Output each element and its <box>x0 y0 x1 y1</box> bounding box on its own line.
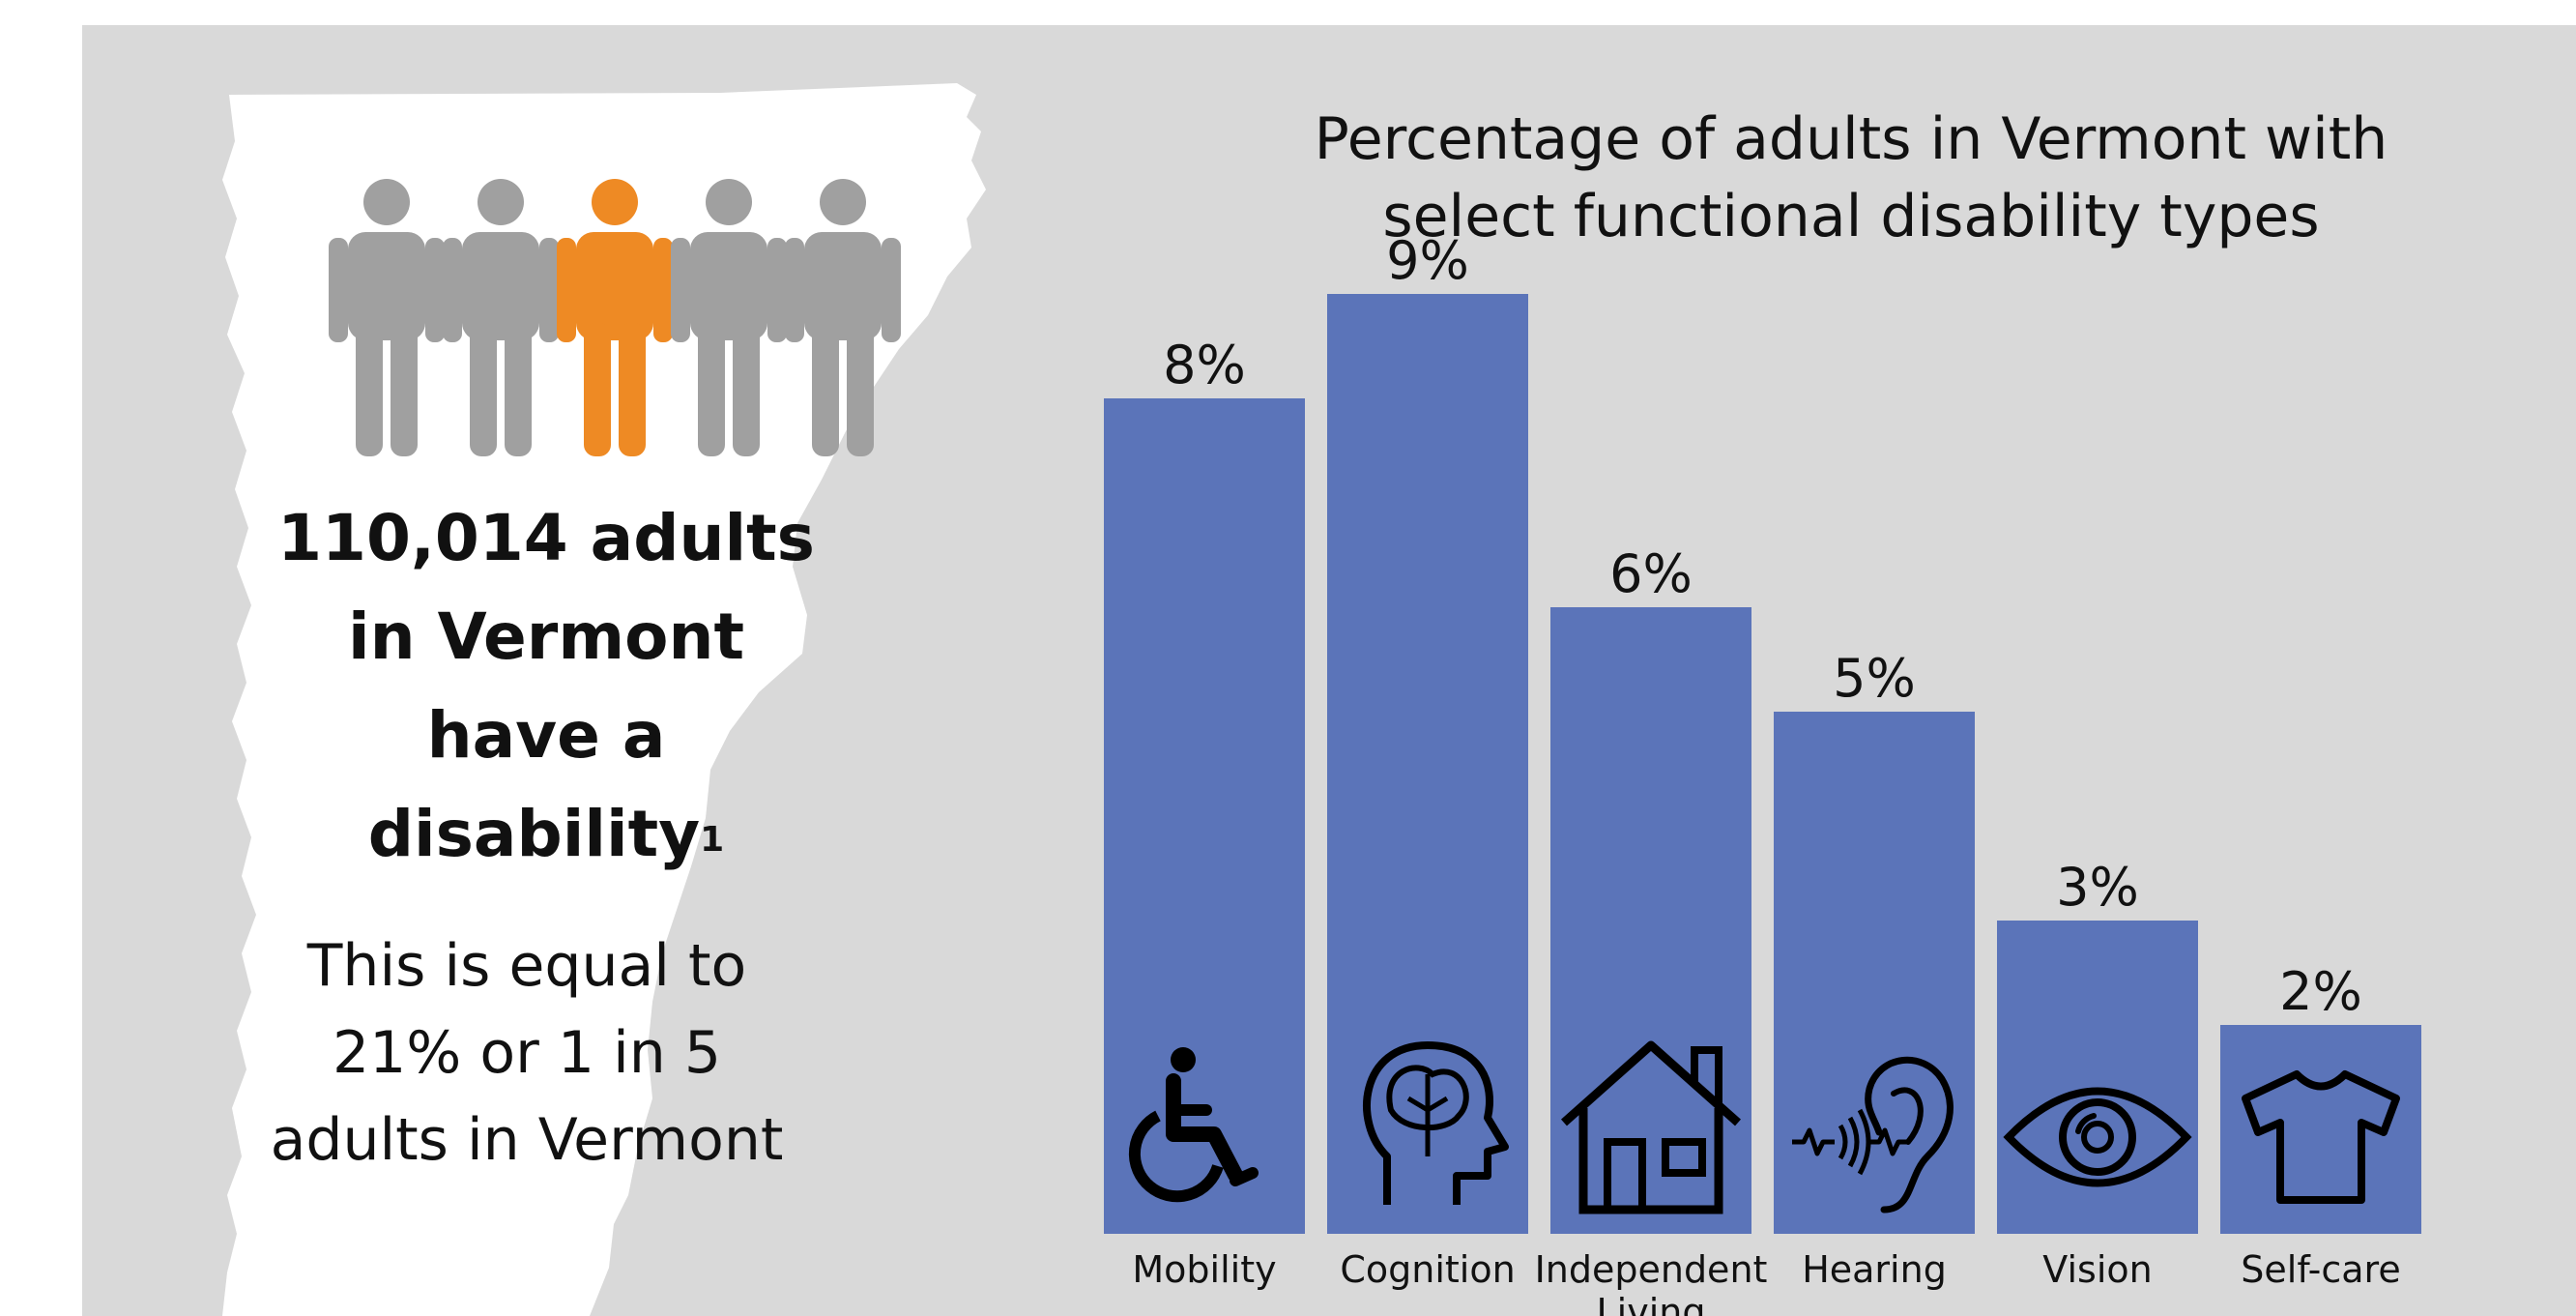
house-icon <box>1561 1040 1741 1214</box>
category-label: Self-care <box>2241 1248 2400 1291</box>
value-label: 8% <box>1163 335 1246 395</box>
ear-icon <box>1792 1056 1954 1214</box>
headline-text: 110,014 adults in Vermont have a disabil… <box>277 501 815 871</box>
subline-stat: This is equal to 21% or 1 in 5 adults in… <box>270 932 784 1174</box>
category-label: Mobility <box>1132 1248 1276 1291</box>
wheelchair-icon <box>1128 1047 1259 1203</box>
value-label: 3% <box>2056 857 2139 918</box>
chart-title: Percentage of adults in Vermont with sel… <box>1314 105 2388 250</box>
bar-mobility <box>1104 398 1305 1234</box>
person-icon-highlighted <box>557 179 673 456</box>
headline-stat: 110,014 adults in Vermont have a disabil… <box>256 489 836 884</box>
person-icon <box>671 179 787 456</box>
bar-chart: 8% Mobility 9% Cognition 6% Independent Living… <box>1104 230 2421 1316</box>
value-label: 9% <box>1386 230 1469 291</box>
category-label: Hearing <box>1802 1248 1947 1291</box>
footnote-marker: 1 <box>700 820 725 860</box>
value-label: 6% <box>1609 543 1693 604</box>
brain-head-icon <box>1363 1041 1509 1205</box>
value-label: 2% <box>2279 961 2362 1022</box>
shirt-icon <box>2242 1070 2400 1204</box>
infographic-panel: 110,014 adults in Vermont have a disabil… <box>82 25 2576 1316</box>
category-label: Cognition <box>1340 1248 1515 1291</box>
category-label: Vision <box>2042 1248 2152 1291</box>
person-icon <box>785 179 901 456</box>
bar-hearing <box>1774 712 1975 1234</box>
category-label: Independent Living <box>1535 1248 1768 1316</box>
person-icon <box>443 179 559 456</box>
eye-icon <box>2003 1087 2192 1187</box>
person-icon <box>329 179 445 456</box>
people-icons <box>329 179 901 456</box>
value-label: 5% <box>1833 648 1916 709</box>
